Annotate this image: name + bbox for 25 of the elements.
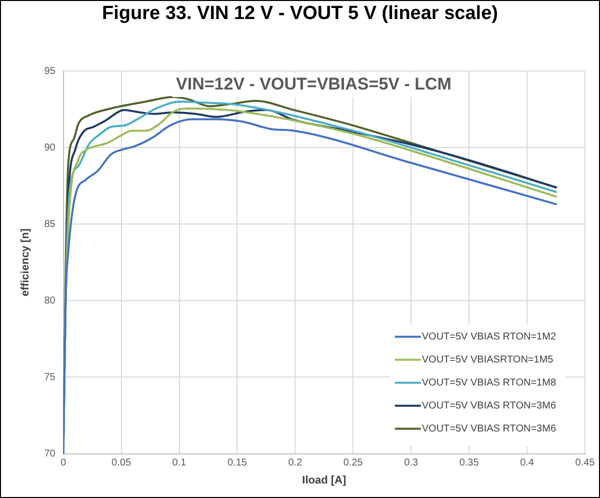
legend-label: VOUT=5V VBIAS RTON=3M6	[422, 400, 556, 412]
x-tick-label: 0.3	[404, 458, 418, 469]
y-tick-label: 70	[44, 448, 56, 460]
x-tick-label: 0	[60, 458, 67, 469]
y-axis-title: efficiency [n]	[20, 228, 32, 296]
x-tick-label: 0.05	[112, 458, 132, 469]
x-tick-label: 0.45	[575, 458, 596, 469]
legend-label: VOUT=5V VBIAS RTON=1M2	[422, 332, 556, 343]
x-tick-label: 0.4	[520, 458, 534, 469]
chart-subtitle: VIN=12V - VOUT=VBIAS=5V - LCM	[176, 74, 452, 94]
x-tick-label: 0.2	[288, 458, 303, 469]
legend-label: VOUT=5V VBIAS RTON=3M6	[422, 424, 556, 435]
x-tick-label: 0.25	[343, 458, 364, 469]
x-axis-title: Iload [A]	[302, 474, 346, 486]
x-tick-label: 0.35	[459, 458, 480, 469]
y-tick-label: 80	[44, 295, 56, 306]
x-tick-label: 0.1	[172, 458, 187, 469]
y-tick-label: 75	[44, 372, 56, 383]
legend-label: VOUT=5V VBIASRTON=1M5	[422, 354, 554, 366]
chart-title: Figure 33. VIN 12 V - VOUT 5 V (linear scale)	[101, 3, 499, 25]
legend-label: VOUT=5V VBIAS RTON=1M8	[422, 378, 556, 389]
y-tick-label: 95	[44, 66, 56, 77]
y-tick-label: 90	[44, 142, 56, 154]
y-tick-label: 85	[44, 218, 56, 230]
x-tick-label: 0.15	[227, 458, 248, 469]
